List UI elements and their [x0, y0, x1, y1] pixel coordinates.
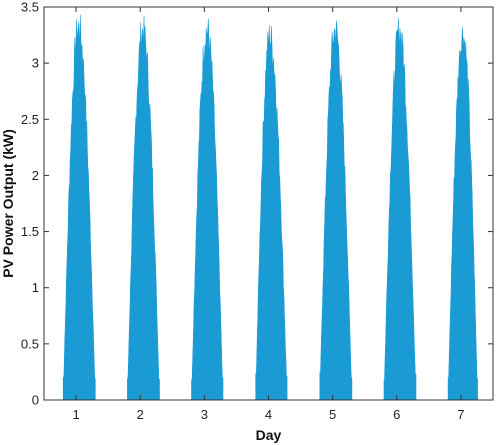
x-tick-label: 5: [329, 407, 336, 422]
y-tick-label: 1: [32, 280, 39, 295]
series-layer: [62, 14, 478, 401]
y-tick-label: 3: [32, 56, 39, 71]
pv-day-1-area: [62, 14, 96, 401]
x-tick-label: 1: [72, 407, 79, 422]
x-tick-label: 7: [457, 407, 464, 422]
x-tick-label: 4: [265, 407, 272, 422]
y-tick-label: 2.5: [21, 112, 39, 127]
y-tick-label: 2: [32, 168, 39, 183]
pv-day-4-area: [255, 25, 288, 401]
x-tick-label: 2: [137, 407, 144, 422]
y-tick-label: 0: [32, 393, 39, 408]
axes-layer: 0 0.5 1 1.5 2 2.5 3 3.5 1 2 3 4 5 6 7: [21, 0, 494, 422]
pv-day-7-area: [447, 27, 478, 401]
y-tick-label: 3.5: [21, 0, 39, 15]
x-tick-label: 6: [393, 407, 400, 422]
pv-day-6-area: [383, 17, 417, 401]
y-axis-label: PV Power Output (kW): [0, 129, 16, 278]
y-tick-label: 1.5: [21, 224, 39, 239]
pv-day-3-area: [191, 18, 224, 401]
x-axis-label: Day: [256, 427, 282, 443]
pv-day-5-area: [319, 20, 353, 401]
y-tick-label: 0.5: [21, 336, 39, 351]
x-tick-label: 3: [201, 407, 208, 422]
pv-day-2-area: [127, 15, 160, 401]
